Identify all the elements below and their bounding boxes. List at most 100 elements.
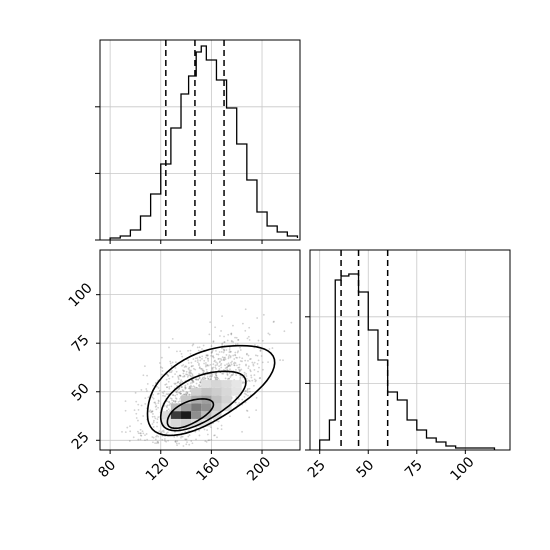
scatter-point [182,445,185,447]
scatter-point [168,371,171,373]
scatter-point [161,430,164,433]
scatter-point [191,379,194,382]
scatter-point [211,350,214,353]
scatter-point [246,352,248,355]
scatter-point [179,397,182,400]
scatter-point [219,364,222,367]
scatter-point [137,403,140,406]
scatter-point [152,436,155,439]
top-hist-bin [257,212,267,240]
scatter-point [207,364,210,367]
scatter-point [182,375,184,378]
scatter-point [198,385,201,388]
scatter-point [242,381,244,383]
scatter-point [203,428,206,431]
scatter-point [235,356,238,359]
scatter-point [152,426,155,428]
scatter-point [197,378,200,381]
scatter-point [197,384,200,387]
scatter-point [189,352,192,355]
scatter-point [177,400,180,403]
scatter-point [204,440,207,443]
scatter-point [189,371,192,374]
scatter-point [238,370,241,373]
top-hist-bin [206,60,216,240]
scatter-point [199,356,202,359]
scatter-point [174,400,177,402]
scatter-point [170,365,173,367]
scatter-point [236,357,239,359]
scatter-point [220,362,223,365]
scatter-point [224,356,226,359]
scatter-point [221,342,224,345]
scatter-point [181,380,184,383]
scatter-point [223,341,226,343]
scatter-point [207,377,210,380]
scatter-point [206,370,208,373]
scatter-point [245,409,248,412]
scatter-point [198,376,201,379]
scatter-point [253,378,256,381]
scatter-point [137,419,139,422]
scatter-point [185,443,188,446]
scatter-point [185,438,188,441]
scatter-point [179,392,182,395]
scatter-point [157,399,160,402]
top-y-ticks [95,106,100,241]
scatter-point [198,383,201,386]
scatter-point [181,355,184,358]
scatter-point [250,376,253,379]
scatter-point [247,354,250,357]
scatter-point [247,367,250,370]
scatter-point [210,426,212,429]
scatter-point [174,373,176,376]
scatter-point [238,366,241,369]
scatter-point [172,394,174,396]
scatter-point [206,354,209,357]
scatter-point [199,381,202,383]
scatter-point [236,342,239,345]
scatter-point [187,359,190,362]
scatter-point [231,374,233,376]
density-cell [181,411,192,419]
scatter-point [239,369,242,372]
right-hist-bin [341,276,349,450]
scatter-point [198,372,200,375]
scatter-point [253,361,256,364]
scatter-point [245,363,247,366]
scatter-point [258,366,260,369]
joint-x-tick-label: 120 [143,454,173,484]
scatter-point [198,429,201,432]
scatter-point [221,356,224,359]
scatter-point [176,350,178,353]
scatter-point [249,357,252,360]
scatter-point [211,367,214,369]
density-cell [221,380,232,388]
scatter-point [244,308,247,311]
scatter-point [214,326,217,329]
scatter-point [168,401,170,403]
right-hist-bin [378,360,388,450]
scatter-point [194,430,197,433]
scatter-point [219,358,222,360]
contour-inner [166,398,215,430]
scatter-point [262,368,264,371]
scatter-point [216,364,219,366]
scatter-point [183,375,186,378]
scatter-point [163,431,165,433]
scatter-point [143,365,146,368]
scatter-point [183,366,186,368]
scatter-point [254,380,257,383]
right-hist-bin [417,430,427,450]
scatter-point [185,394,188,396]
scatter-point [243,371,246,374]
scatter-point [154,405,157,408]
density-cell [191,418,202,427]
scatter-point [229,356,232,359]
scatter-point [191,374,194,377]
scatter-point [175,390,177,393]
scatter-point [184,392,187,395]
scatter-point [209,378,212,381]
scatter-point [255,396,258,399]
scatter-point [171,361,174,364]
